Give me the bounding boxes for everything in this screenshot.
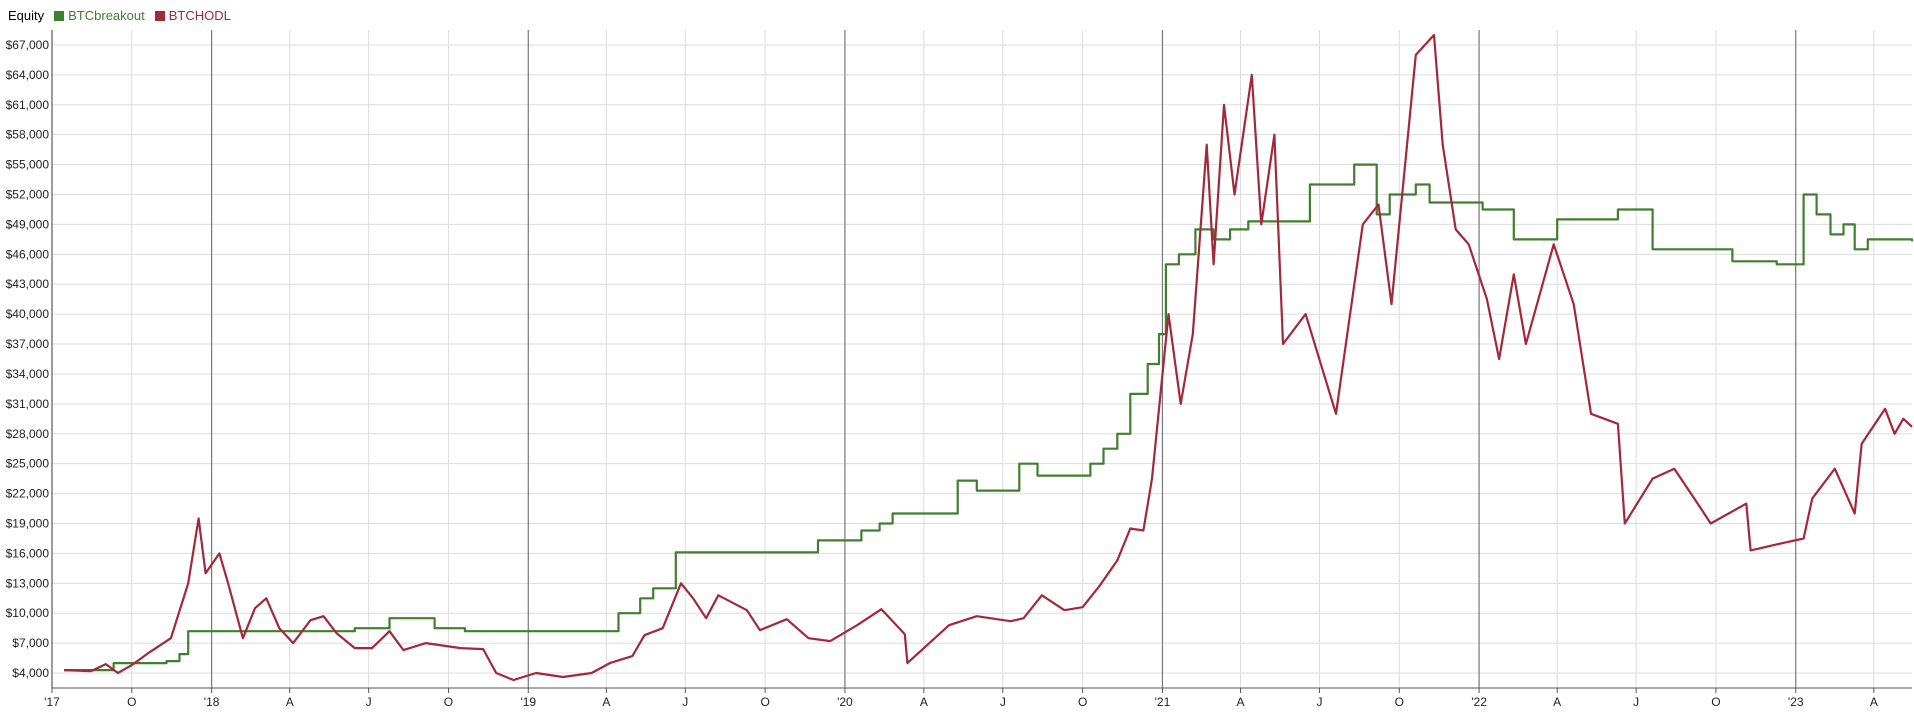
y-tick-label: $52,000: [6, 188, 50, 202]
y-tick-label: $22,000: [6, 487, 50, 501]
x-tick-label: A: [1237, 695, 1245, 709]
y-tick-label: $46,000: [6, 247, 50, 261]
legend-title: Equity: [8, 8, 45, 23]
x-tick-label: '17: [44, 695, 60, 709]
x-tick-label: O: [760, 695, 769, 709]
y-tick-label: $31,000: [6, 397, 50, 411]
legend-item-btchodl[interactable]: BTCHODL: [154, 8, 231, 23]
y-tick-label: $7,000: [12, 636, 49, 650]
x-tick-label: J: [1633, 695, 1639, 709]
series-line-btchodl: [64, 33, 1913, 682]
legend-item-btcbreakout[interactable]: BTCbreakout: [54, 8, 145, 23]
y-tick-label: $61,000: [6, 98, 50, 112]
legend-label-btchodl: BTCHODL: [168, 8, 231, 23]
x-tick-label: A: [1870, 695, 1878, 709]
y-tick-label: $67,000: [6, 38, 50, 52]
legend-swatch-btchodl: [154, 10, 165, 21]
y-tick-label: $10,000: [6, 606, 50, 620]
x-tick-label: O: [127, 695, 136, 709]
y-tick-label: $13,000: [6, 576, 50, 590]
x-tick-label: A: [286, 695, 294, 709]
y-tick-label: $16,000: [6, 546, 50, 560]
y-tick-label: $55,000: [6, 158, 50, 172]
y-tick-label: $28,000: [6, 427, 50, 441]
x-tick-label: '21: [1155, 695, 1171, 709]
x-tick-label: J: [1316, 695, 1322, 709]
x-tick-label: J: [1000, 695, 1006, 709]
x-tick-label: O: [1711, 695, 1720, 709]
y-tick-label: $64,000: [6, 68, 50, 82]
series-line-btcbreakout: [64, 163, 1914, 672]
y-tick-label: $34,000: [6, 367, 50, 381]
x-tick-label: O: [1078, 695, 1087, 709]
x-tick-label: '18: [204, 695, 220, 709]
x-tick-label: A: [602, 695, 610, 709]
y-tick-label: $37,000: [6, 337, 50, 351]
x-tick-label: O: [1395, 695, 1404, 709]
x-tick-label: '23: [1788, 695, 1804, 709]
y-tick-label: $40,000: [6, 307, 50, 321]
y-tick-label: $49,000: [6, 217, 50, 231]
y-tick-label: $58,000: [6, 128, 50, 142]
x-tick-label: O: [444, 695, 453, 709]
x-tick-label: A: [920, 695, 928, 709]
y-tick-label: $4,000: [12, 666, 49, 680]
legend-swatch-btcbreakout: [54, 10, 65, 21]
legend-label-btcbreakout: BTCbreakout: [68, 8, 145, 23]
x-tick-label: '19: [520, 695, 536, 709]
y-tick-label: $19,000: [6, 517, 50, 531]
x-tick-label: '22: [1471, 695, 1487, 709]
y-tick-label: $43,000: [6, 277, 50, 291]
x-tick-label: J: [682, 695, 688, 709]
chart-legend: Equity BTCbreakout BTCHODL: [8, 8, 231, 23]
y-tick-label: $25,000: [6, 457, 50, 471]
x-tick-label: '20: [837, 695, 853, 709]
x-tick-label: J: [366, 695, 372, 709]
x-tick-label: A: [1553, 695, 1561, 709]
